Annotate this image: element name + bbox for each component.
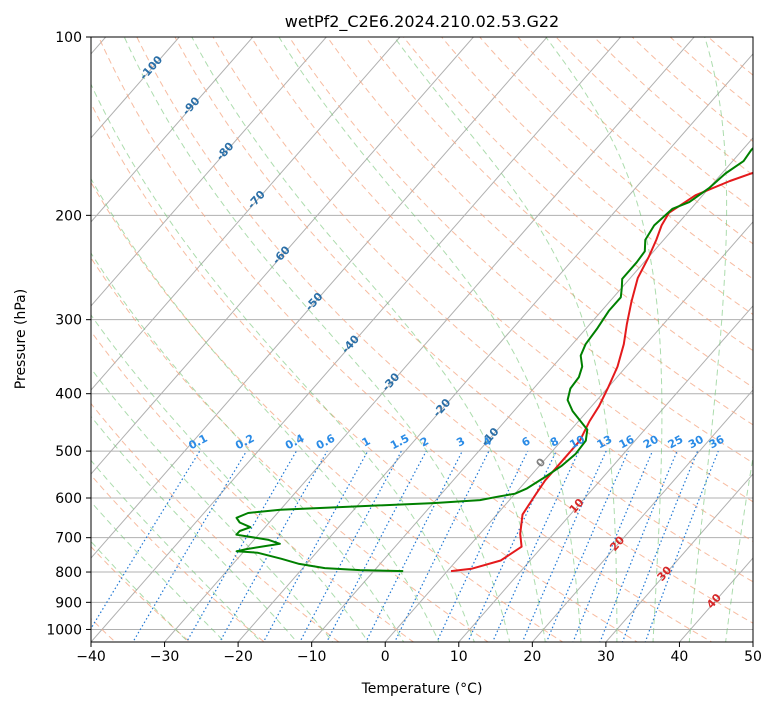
isotherm-line	[91, 37, 548, 559]
y-tick-label: 900	[55, 595, 82, 611]
dry-adiabat-line	[326, 37, 753, 426]
chart-title: wetPf2_C2E6.2024.210.02.53.G22	[285, 12, 559, 32]
isotherm-line	[91, 37, 254, 223]
dry-adiabat-line	[91, 402, 340, 642]
x-tick-label: 40	[671, 649, 689, 665]
isotherm-line	[91, 37, 622, 642]
moist-adiabat-line	[91, 415, 298, 642]
isotherm-line	[237, 53, 753, 642]
x-tick-label: −10	[297, 649, 327, 665]
moist-adiabat-line	[393, 37, 618, 642]
mixing-ratio-line	[545, 450, 629, 642]
dry-adiabat-line	[98, 37, 713, 642]
moist-adiabat-line	[91, 177, 440, 642]
y-tick-label: 200	[55, 208, 82, 224]
isotherm-line	[91, 37, 328, 307]
mixing-ratio-label: 13	[595, 433, 615, 452]
moist-adiabat-line	[725, 454, 753, 642]
moist-adiabat-line	[91, 314, 369, 642]
moist-adiabat-line	[91, 367, 334, 642]
axis-ticks: −40 −30 −20 −10 0 10 20 30 40 50 100 200 300 400 500 60…	[46, 30, 762, 665]
mixing-ratio-line	[262, 450, 369, 642]
mixing-ratio-label: 16	[617, 433, 637, 452]
dry-adiabat-line	[669, 37, 753, 109]
y-tick-label: 300	[55, 313, 82, 329]
dry-adiabat-line	[91, 102, 639, 642]
x-tick-label: 0	[381, 649, 390, 665]
mixing-ratio-label: 20	[641, 433, 661, 452]
mixing-ratio-line	[326, 450, 427, 642]
mixing-ratio-label: 10	[567, 433, 587, 452]
mixing-ratio-label: 25	[666, 433, 686, 452]
mixing-ratio-line	[299, 450, 402, 642]
isotherm-line	[163, 37, 695, 642]
isotherm-line	[384, 221, 753, 642]
y-tick-label: 800	[55, 565, 82, 581]
isotherm-line	[458, 305, 753, 642]
isotherm-line	[91, 37, 180, 139]
mixing-ratio-line	[132, 450, 248, 642]
moist-adiabat-line	[91, 252, 405, 642]
plot-frame	[90, 36, 754, 643]
y-tick-label: 500	[55, 444, 82, 460]
x-tick-label: −20	[223, 649, 253, 665]
x-tick-label: 50	[744, 649, 762, 665]
isotherm-line	[91, 37, 401, 391]
mixing-ratio-label: 36	[707, 433, 727, 452]
dry-adiabat-line	[91, 257, 489, 642]
x-tick-label: −30	[150, 649, 180, 665]
moist-adiabat-line	[191, 37, 546, 642]
moist-adiabat-line	[545, 37, 663, 642]
plot-area	[91, 37, 753, 642]
mixing-ratio-line	[572, 450, 654, 642]
isotherm-line	[311, 137, 753, 642]
y-tick-label: 1000	[46, 622, 82, 638]
dry-adiabat-line	[136, 37, 753, 624]
y-tick-label: 600	[55, 491, 82, 507]
x-tick-label: 20	[523, 649, 541, 665]
moist-adiabat-line	[123, 37, 511, 642]
isotherm-line	[531, 389, 753, 642]
moist-adiabat-line	[91, 83, 475, 642]
mixing-ratio-label: 30	[686, 433, 706, 452]
mixing-ratio-line	[436, 450, 529, 642]
y-tick-label: 700	[55, 531, 82, 547]
moist-adiabat-line	[688, 37, 728, 642]
y-axis-label: Pressure (hPa)	[13, 289, 29, 389]
dry-adiabat-line	[250, 37, 753, 503]
mixing-ratio-line	[219, 450, 328, 642]
temperature-profile-line	[450, 171, 753, 573]
isotherm-line	[605, 473, 753, 642]
dry-adiabat-line	[91, 181, 564, 642]
y-tick-label: 100	[55, 30, 82, 46]
x-tick-label: 10	[450, 649, 468, 665]
x-tick-label: 30	[597, 649, 615, 665]
dry-adiabat-line	[288, 37, 753, 464]
x-tick-label: −40	[76, 649, 106, 665]
mixing-ratio-line	[521, 450, 607, 642]
moist-adiabat-line	[91, 459, 262, 642]
y-tick-label: 400	[55, 387, 82, 403]
dry-adiabat-line	[631, 37, 753, 143]
dewpoint-profile-line	[235, 146, 753, 573]
moist-adiabat-line	[278, 37, 582, 642]
mixing-ratio-line	[185, 450, 297, 642]
x-axis-label: Temperature (°C)	[361, 681, 483, 697]
isotherm-line	[91, 37, 475, 475]
